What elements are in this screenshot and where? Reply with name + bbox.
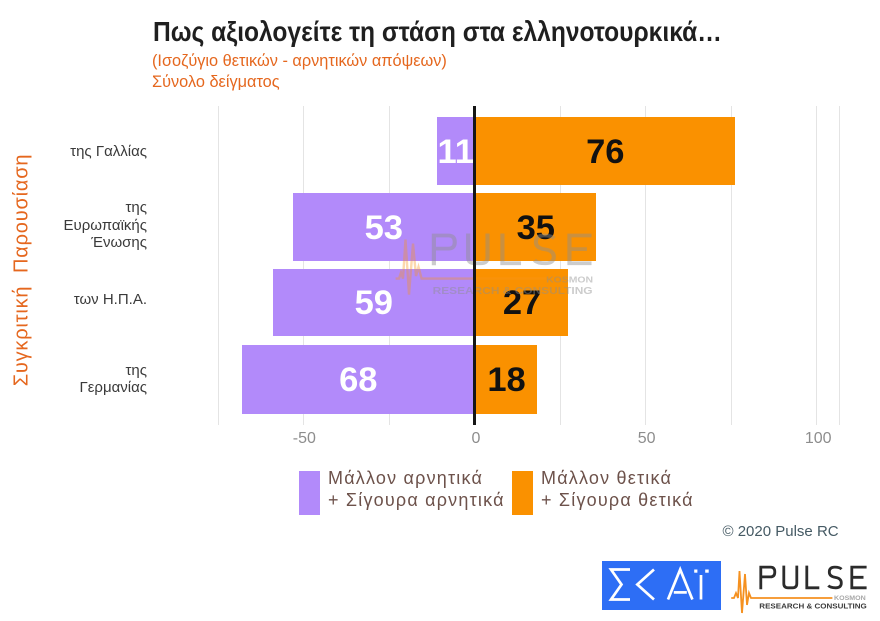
svg-text:KOSMON: KOSMON	[834, 596, 866, 602]
svg-text:RESEARCH & CONSULTING: RESEARCH & CONSULTING	[759, 602, 867, 611]
svg-text:KOSMON: KOSMON	[546, 276, 593, 285]
svg-text:RESEARCH & CONSULTING: RESEARCH & CONSULTING	[433, 286, 593, 297]
